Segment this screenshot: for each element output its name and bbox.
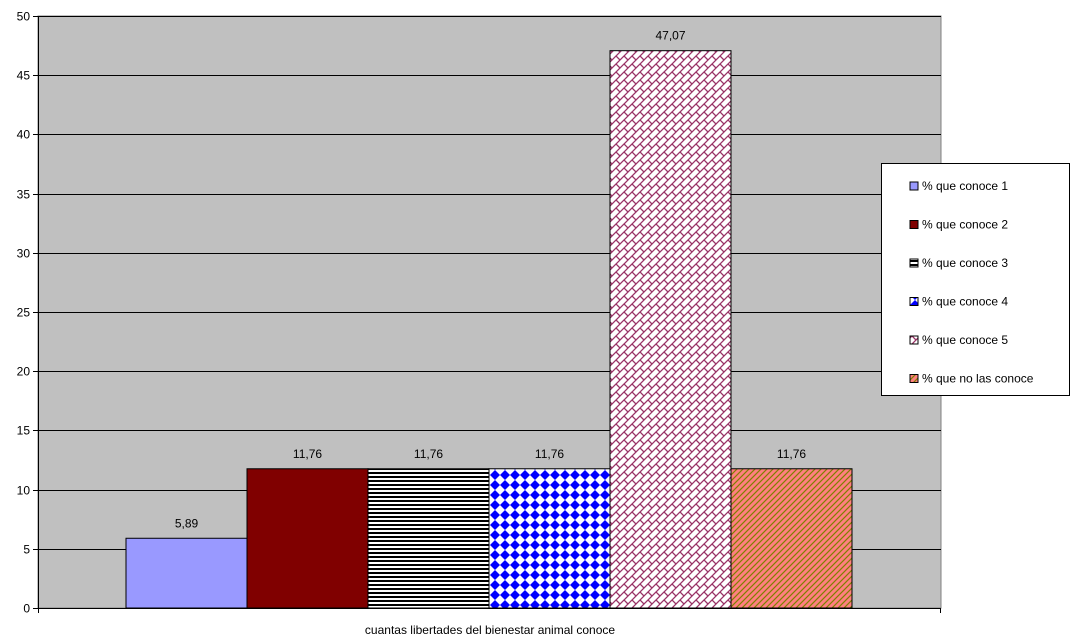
legend-swatch [909,220,919,229]
legend-label: % que conoce 5 [922,333,1008,347]
legend-label: % que conoce 3 [922,256,1008,270]
data-label: 5,89 [175,516,199,530]
y-tick-label: 30 [17,247,31,261]
bar-2 [246,468,369,609]
legend-swatch [909,335,919,345]
bar-6 [730,468,853,609]
y-tick-label: 25 [17,306,31,320]
bar-5 [609,50,732,609]
data-labels: 5,89 11,76 11,76 11,76 47,07 11,76 [175,29,807,531]
axes: 0 5 10 15 20 25 30 35 40 45 50 [17,10,941,616]
bar-4 [488,468,611,609]
data-label: 47,07 [655,29,685,43]
legend-swatch [909,181,919,191]
y-tick-label: 20 [17,365,31,379]
legend: % que conoce 1 % que conoce 2 % que conoce… [881,163,1070,396]
y-tick-label: 40 [17,128,31,142]
y-tick-label: 5 [23,543,30,557]
legend-box [881,163,1070,396]
y-tick-label: 0 [23,602,30,616]
data-label: 11,76 [293,447,322,461]
y-tick-label: 15 [17,424,31,438]
legend-label: % que no las conoce [922,372,1034,386]
y-tick-label: 10 [17,484,31,498]
legend-swatch [909,374,919,383]
legend-label: % que conoce 2 [922,218,1008,232]
x-axis-title: cuantas libertades del bienestar animal … [365,623,615,637]
legend-label: % que conoce 1 [922,179,1008,193]
y-tick-label: 50 [17,10,31,24]
y-tick-label: 35 [17,188,31,202]
bar-1 [125,537,248,609]
legend-swatch [909,258,919,268]
legend-label: % que conoce 4 [922,295,1008,309]
data-label: 11,76 [414,447,443,461]
data-label: 11,76 [535,447,564,461]
data-label: 11,76 [777,447,806,461]
y-tick-label: 45 [17,69,31,83]
legend-swatch [909,297,919,306]
bar-3 [367,468,490,609]
